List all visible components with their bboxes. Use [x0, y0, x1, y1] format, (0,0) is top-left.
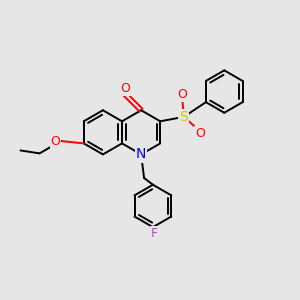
Text: O: O: [177, 88, 187, 101]
Text: O: O: [120, 82, 130, 95]
Text: S: S: [179, 110, 188, 124]
Text: F: F: [151, 227, 158, 240]
Text: N: N: [136, 147, 146, 161]
Text: O: O: [51, 134, 60, 148]
Text: O: O: [195, 128, 205, 140]
